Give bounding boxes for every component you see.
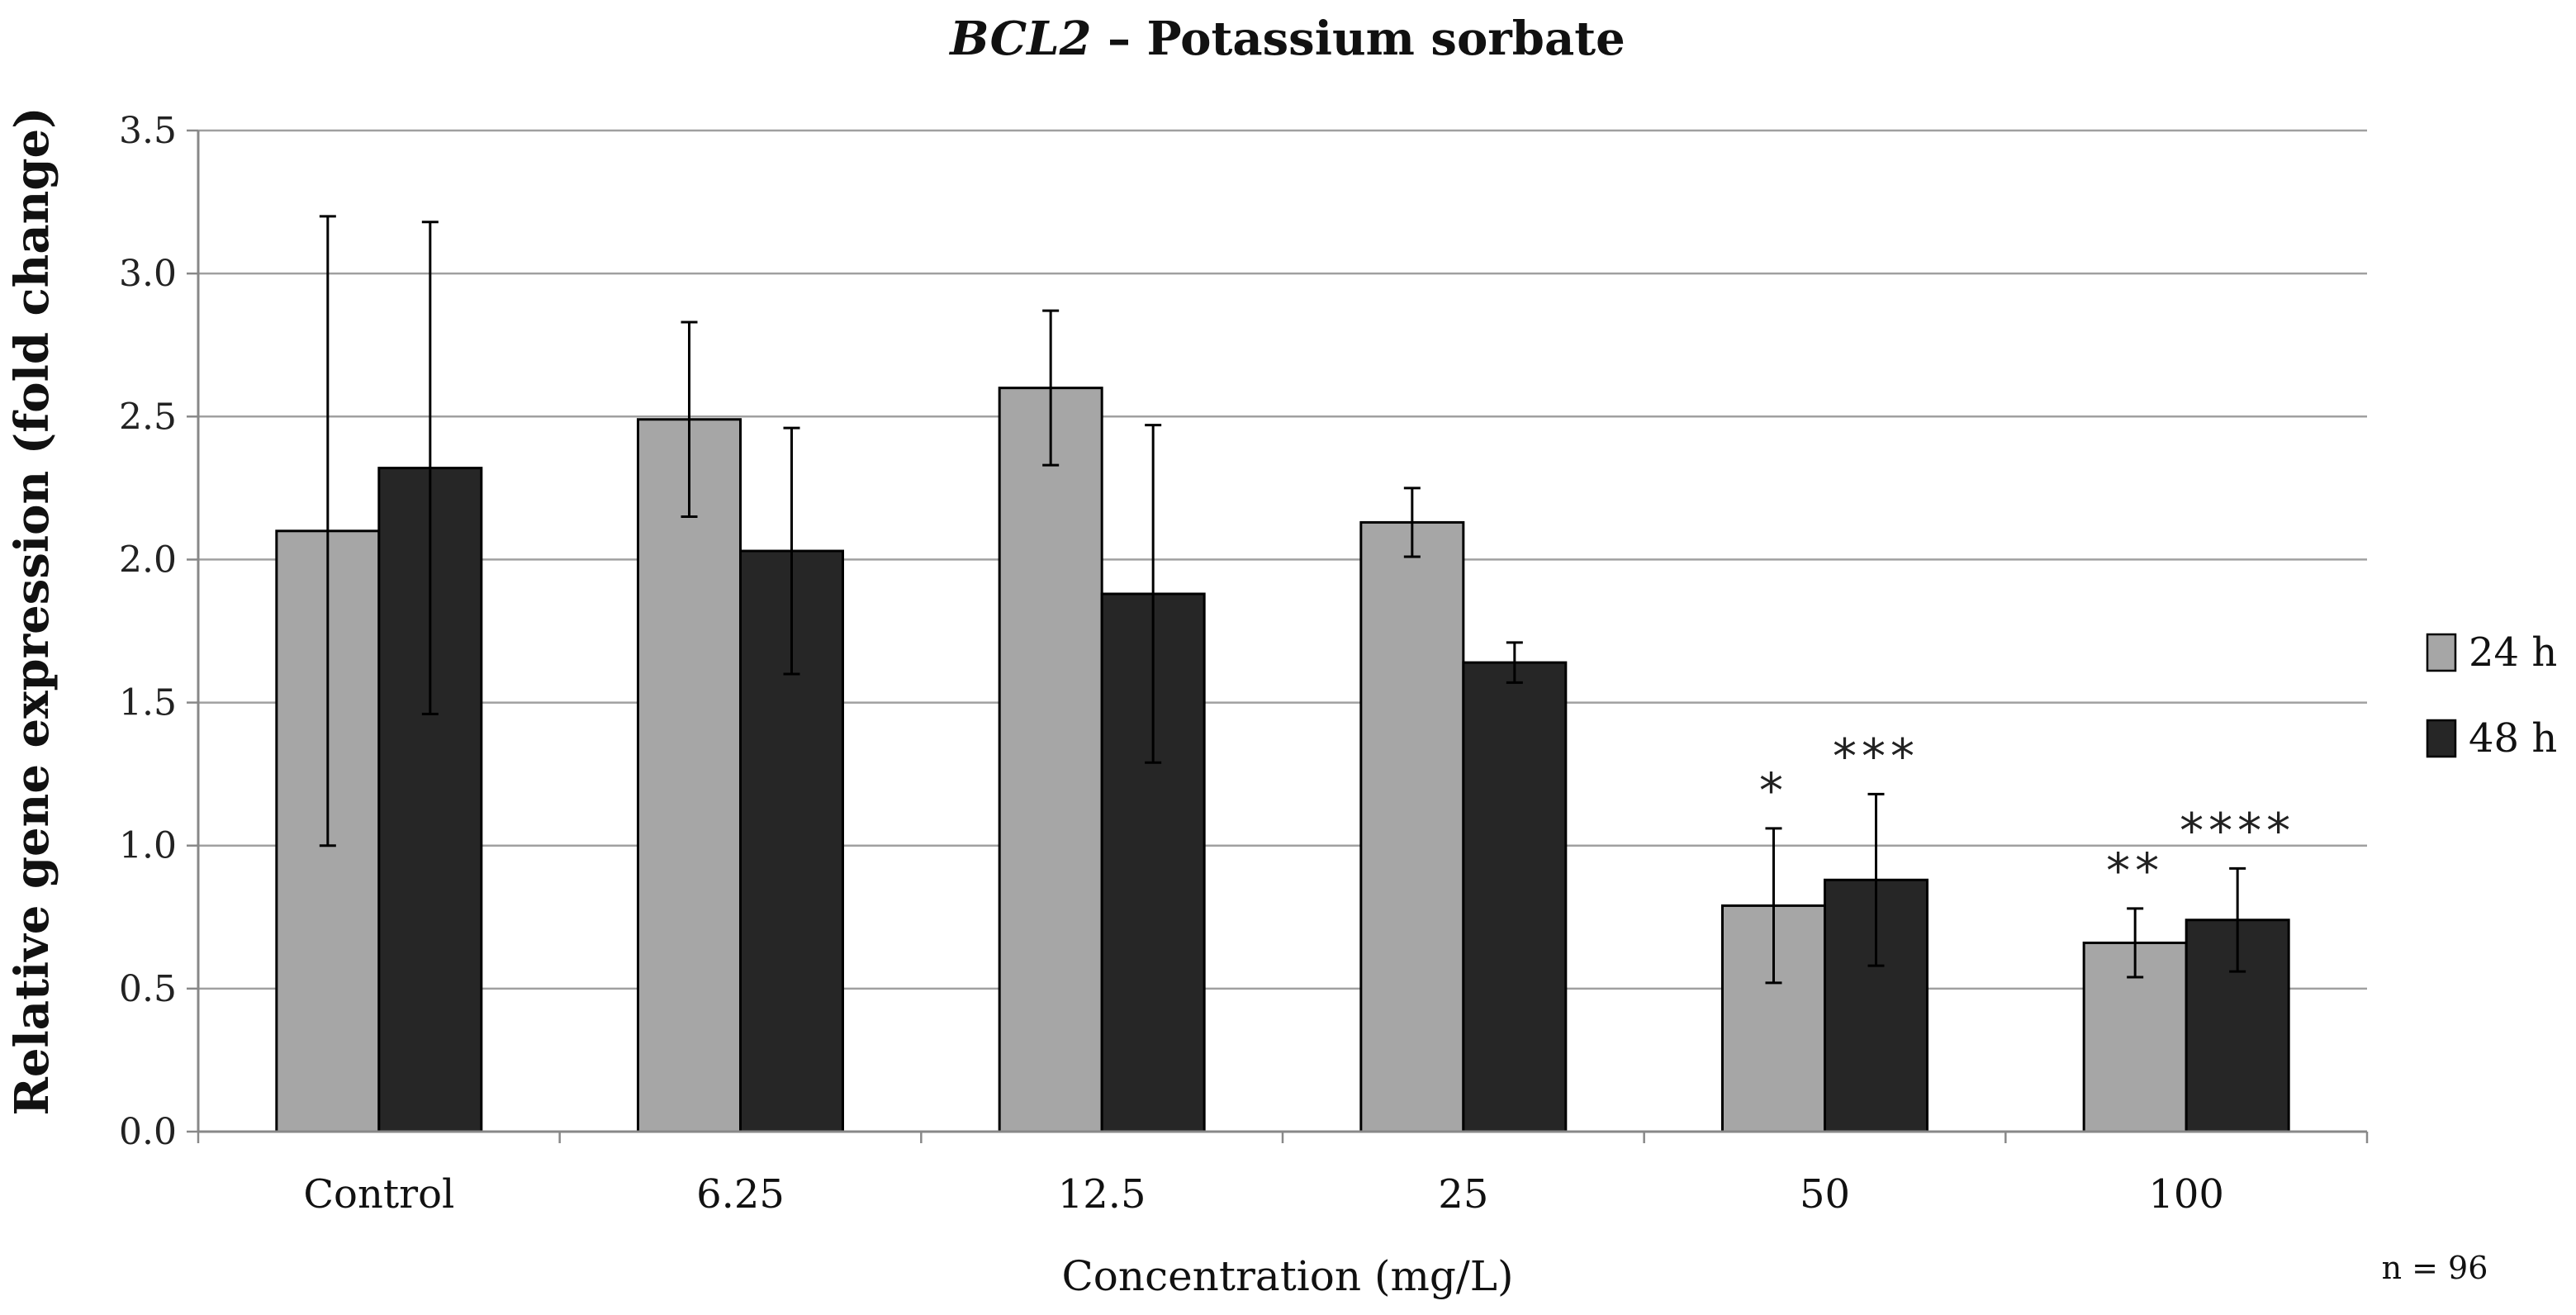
significance-mark: ** (2106, 843, 2164, 899)
y-tick-label: 3.5 (119, 110, 177, 152)
significance-mark: **** (2180, 802, 2295, 858)
y-tick-label: 1.0 (119, 825, 177, 867)
chart-title-compound: – Potassium sorbate (1092, 12, 1625, 66)
y-tick-label: 1.5 (119, 682, 177, 724)
category-label: 50 (1800, 1171, 1850, 1218)
category-label: 25 (1438, 1171, 1488, 1218)
bar-24h-12.5 (998, 387, 1103, 1133)
legend-label: 48 h (2469, 715, 2557, 762)
legend-swatch-48h (2426, 719, 2457, 758)
y-tick-label: 3.0 (119, 253, 177, 295)
y-tick-label: 2.5 (119, 396, 177, 438)
labels: 0.00.51.01.52.02.53.03.5**********Contro… (119, 110, 2295, 1218)
bar-48h-25 (1462, 661, 1568, 1133)
legend-label: 24 h (2469, 629, 2557, 676)
legend: 24 h 48 h (2426, 629, 2557, 762)
bar-24h-25 (1359, 520, 1465, 1133)
y-tick-label: 0.0 (119, 1111, 177, 1153)
y-tick-label: 2.0 (119, 539, 177, 581)
significance-mark: *** (1833, 728, 1919, 784)
y-axis-title: Relative gene expression (fold change) (5, 107, 59, 1115)
category-label: Control (303, 1171, 454, 1218)
x-axis-title: Concentration (mg/L) (1062, 1252, 1514, 1300)
sample-size-note: n = 96 (2382, 1250, 2488, 1286)
bar-24h-6.25 (637, 418, 742, 1133)
bars (275, 215, 2290, 1133)
axes (187, 129, 2369, 1143)
gridlines (198, 129, 2367, 990)
category-label: 12.5 (1058, 1171, 1146, 1218)
category-label: 6.25 (696, 1171, 785, 1218)
chart-title: BCL2 – Potassium sorbate (948, 12, 1625, 66)
legend-swatch-24h (2426, 633, 2457, 672)
significance-mark: * (1759, 762, 1788, 819)
y-tick-label: 0.5 (119, 968, 177, 1010)
chart-title-gene: BCL2 (948, 12, 1091, 66)
category-label: 100 (2148, 1171, 2224, 1218)
